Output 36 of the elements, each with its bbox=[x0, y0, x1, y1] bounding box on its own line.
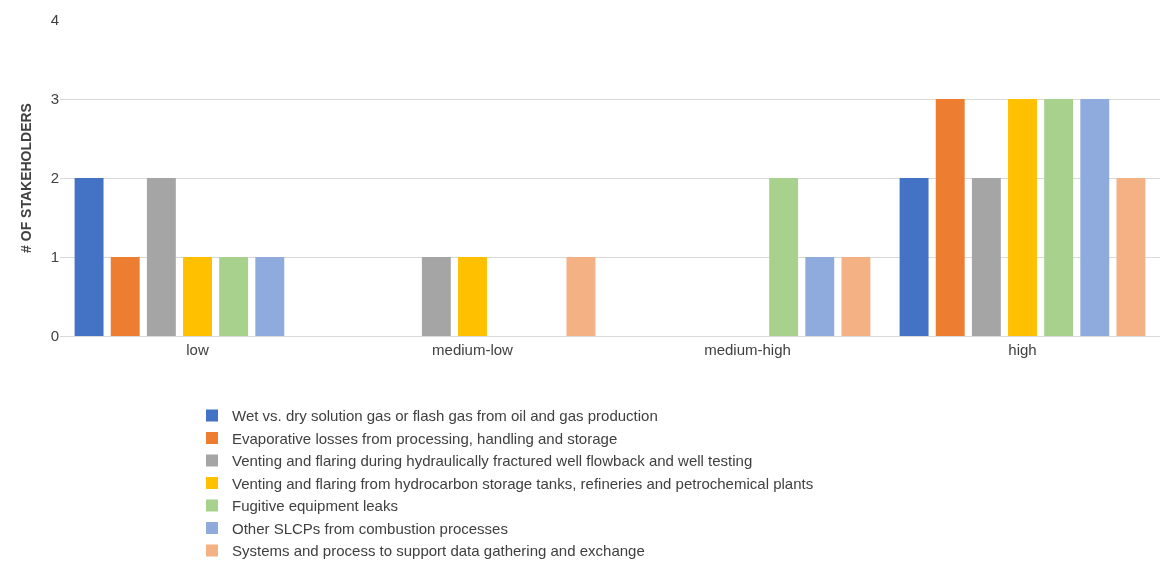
bar bbox=[1008, 99, 1037, 336]
bar bbox=[899, 178, 929, 336]
bar bbox=[74, 178, 104, 336]
x-tick-label: high bbox=[1008, 341, 1037, 358]
bar bbox=[458, 257, 487, 336]
bar bbox=[566, 257, 596, 336]
bar bbox=[971, 178, 1001, 336]
legend-label: Venting and flaring during hydraulically fractured well flowback and well testing bbox=[232, 452, 753, 470]
bar bbox=[255, 257, 285, 336]
x-tick-label: low bbox=[186, 341, 209, 358]
legend-label: Fugitive equipment leaks bbox=[232, 497, 398, 515]
bar bbox=[769, 178, 799, 336]
legend-label: Evaporative losses from processing, handling and storage bbox=[232, 429, 618, 447]
bar bbox=[183, 257, 212, 336]
legend-label: Venting and flaring from hydrocarbon storage tanks, refineries and petrochemical plants bbox=[232, 474, 814, 492]
bar bbox=[219, 257, 249, 336]
y-tick-label: 4 bbox=[50, 11, 59, 29]
y-tick-label: 0 bbox=[50, 327, 59, 345]
bar bbox=[841, 257, 871, 336]
bar bbox=[421, 257, 451, 336]
legend-label: Other SLCPs from combustion processes bbox=[232, 519, 508, 537]
y-tick-label: 2 bbox=[50, 169, 59, 187]
bar bbox=[935, 99, 965, 336]
y-tick-label: 3 bbox=[50, 90, 59, 108]
legend-label: Systems and process to support data gathering and exchange bbox=[232, 542, 645, 560]
bar bbox=[1080, 99, 1110, 336]
x-tick-label: medium-low bbox=[432, 341, 514, 358]
bar bbox=[146, 178, 176, 336]
x-tick-label: medium-high bbox=[704, 341, 791, 358]
bar bbox=[805, 257, 835, 336]
bar bbox=[110, 257, 140, 336]
bar bbox=[1116, 178, 1146, 336]
y-tick-label: 1 bbox=[50, 248, 59, 266]
y-axis-title: # OF STAKEHOLDERS bbox=[18, 103, 35, 253]
bar bbox=[1044, 99, 1074, 336]
legend-label: Wet vs. dry solution gas or flash gas from oil and gas production bbox=[232, 407, 658, 425]
